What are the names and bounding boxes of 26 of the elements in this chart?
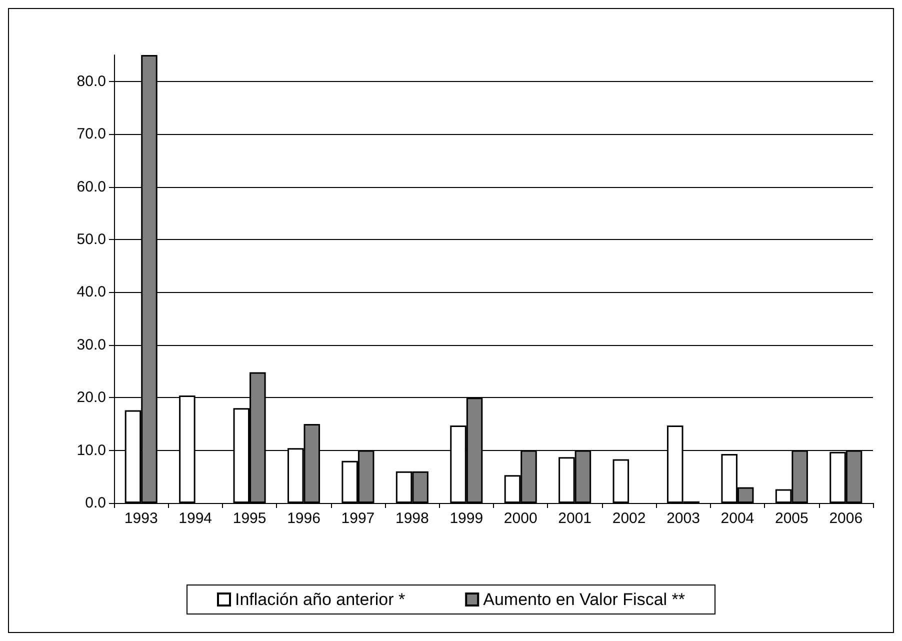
x-tick-label: 2004: [720, 510, 754, 527]
legend-label: Inflación año anterior *: [235, 590, 406, 609]
x-tick-label: 2006: [829, 510, 863, 527]
y-tick-label: 50.0: [76, 230, 106, 248]
x-tick-label: 2002: [612, 510, 646, 527]
x-tick-label: 1998: [395, 510, 429, 527]
y-tick-label: 0.0: [85, 494, 106, 512]
y-tick-label: 60.0: [76, 178, 106, 196]
bar: [612, 459, 630, 503]
y-tick-label: 20.0: [76, 389, 106, 406]
y-tick-label: 30.0: [76, 336, 106, 354]
x-tick-label: 2000: [504, 510, 538, 527]
legend-label: Aumento en Valor Fiscal **: [483, 590, 686, 609]
y-tick-label: 10.0: [76, 442, 106, 459]
x-tick-label: 2005: [774, 510, 808, 527]
x-tick-label: 1994: [178, 510, 212, 527]
y-tick-label: 80.0: [76, 72, 106, 90]
x-tick-label: 1999: [450, 510, 484, 527]
x-tick-label: 1995: [232, 510, 266, 527]
y-tick-label: 40.0: [76, 284, 106, 301]
x-tick-label: 1996: [287, 510, 320, 527]
x-tick-label: 2001: [558, 510, 592, 527]
x-tick-label: 1993: [124, 510, 158, 527]
y-tick-label: 70.0: [76, 126, 106, 143]
x-tick-label: 2003: [666, 510, 700, 527]
x-tick-label: 1997: [341, 510, 375, 527]
